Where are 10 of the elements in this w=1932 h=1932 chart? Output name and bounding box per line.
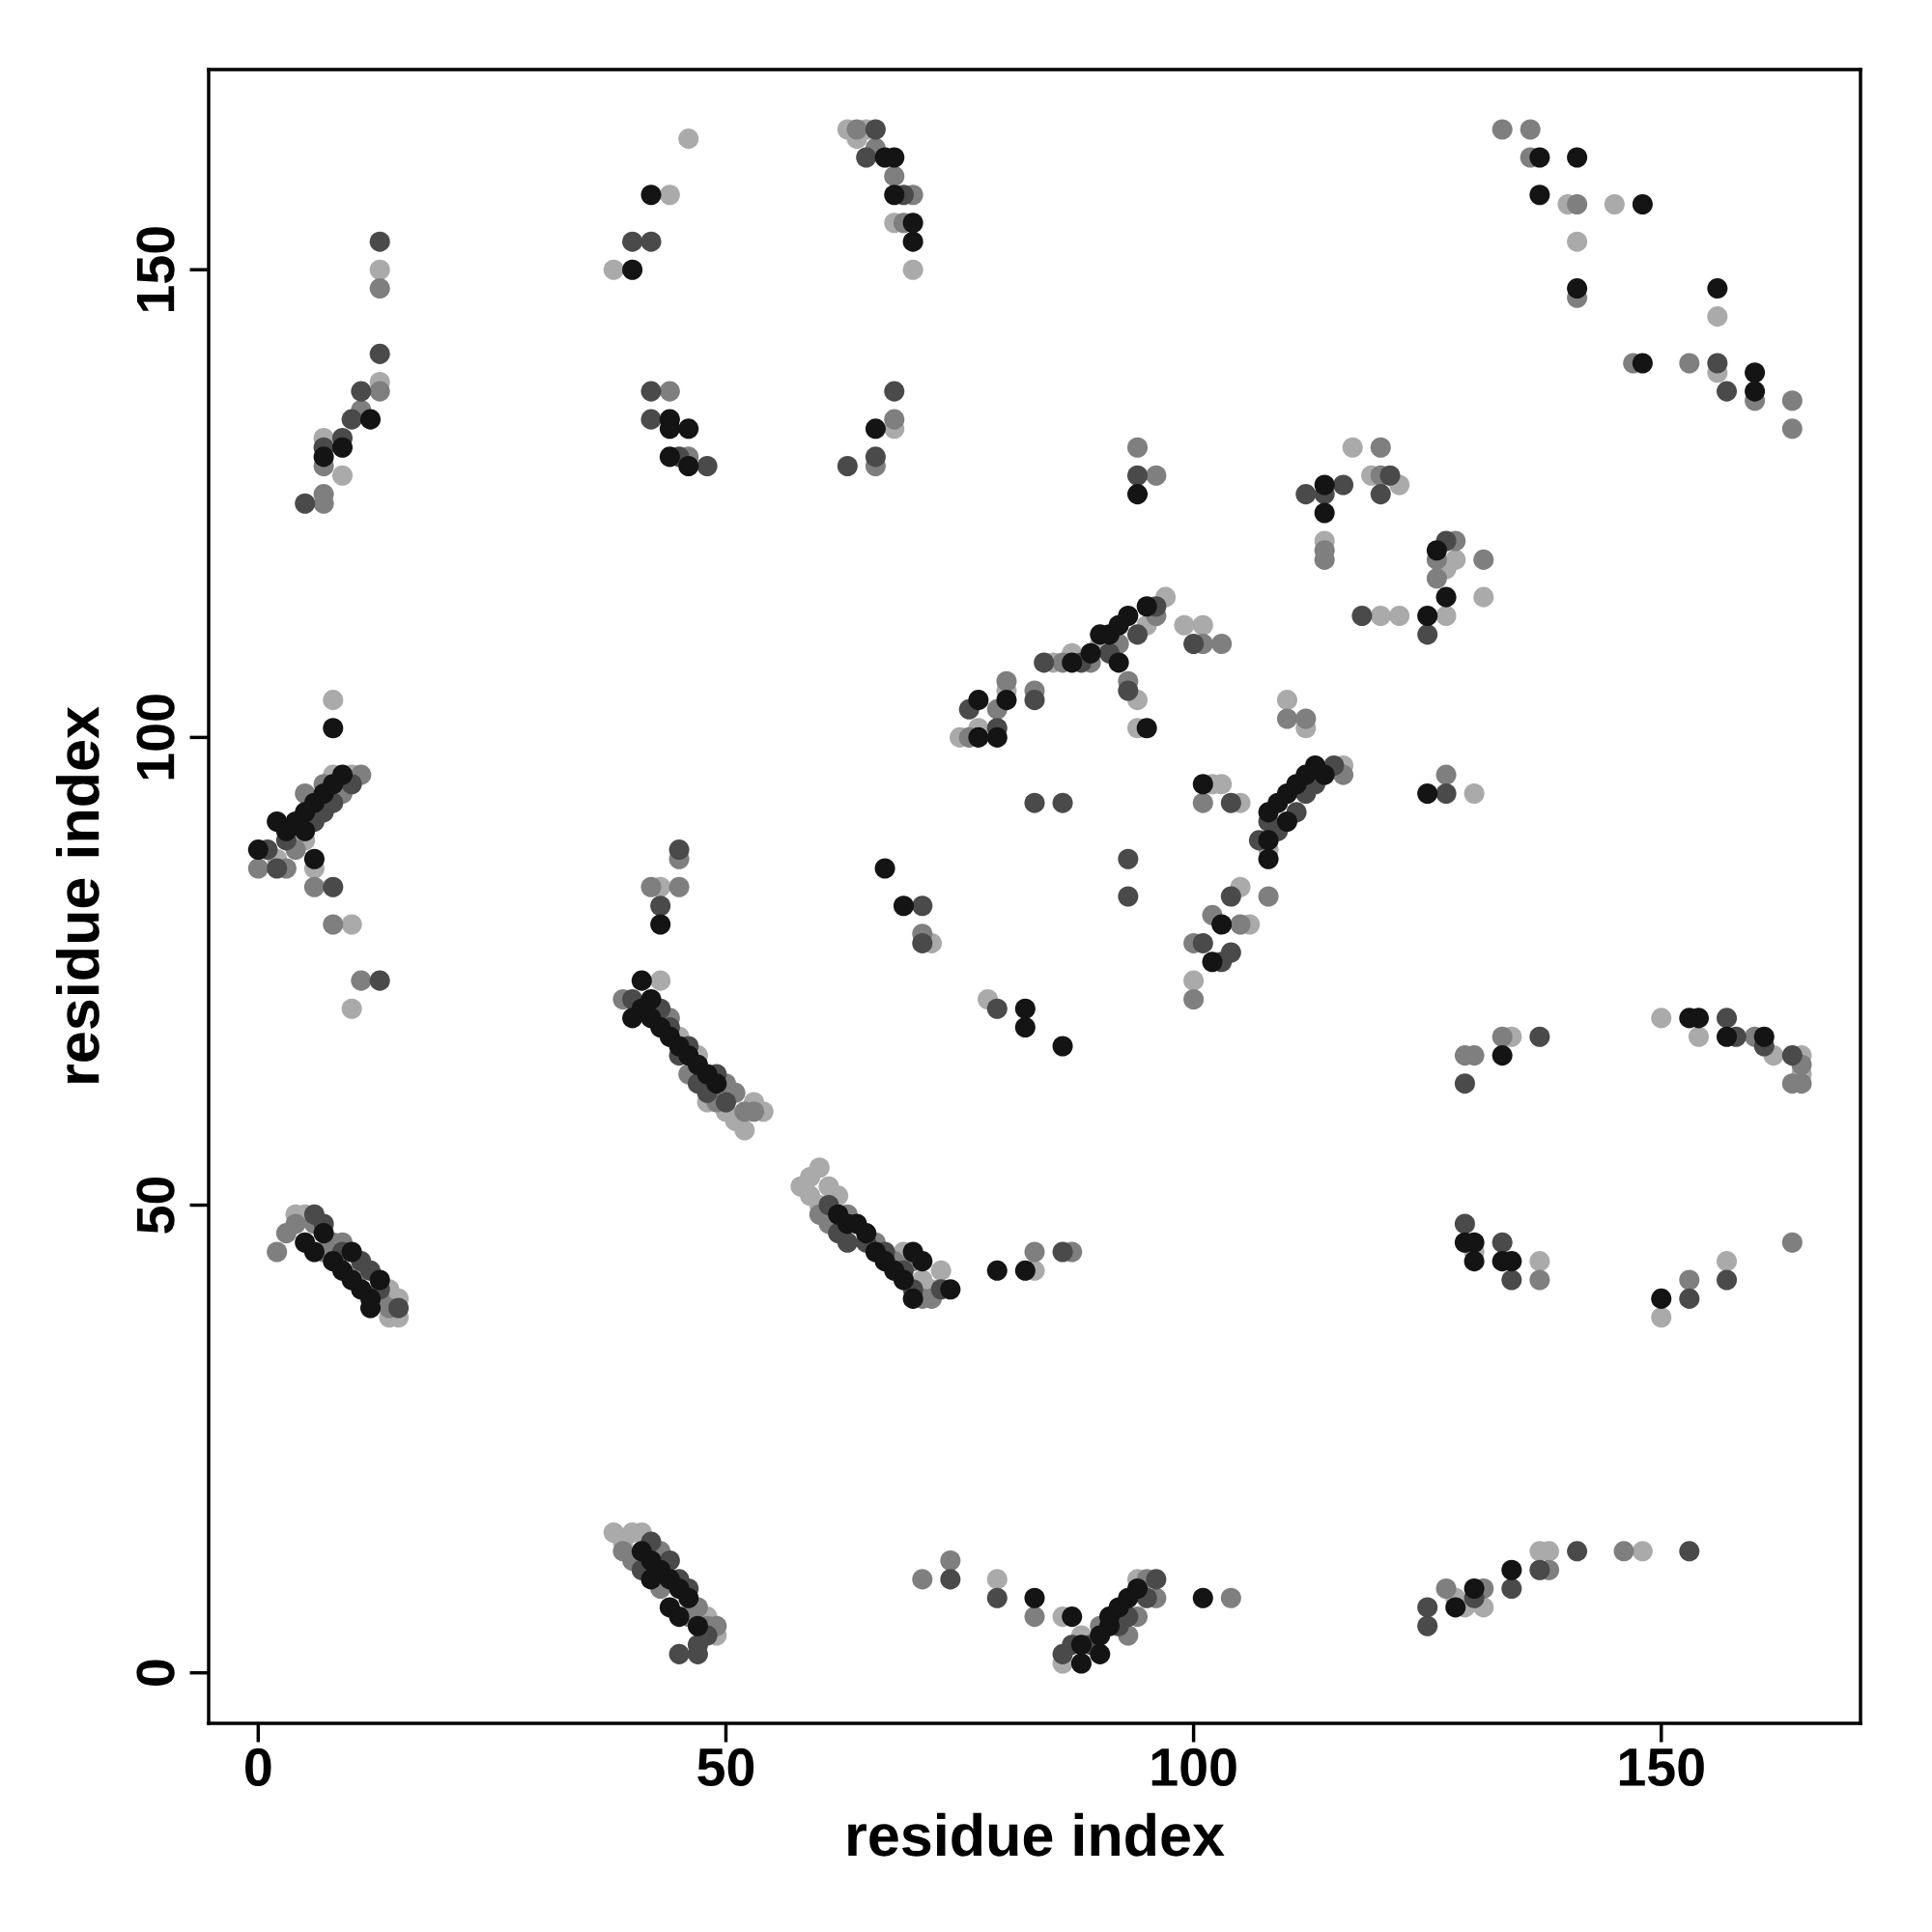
- y-axis-title: residue index: [55, 706, 99, 1083]
- y-tick-label: 50: [136, 1177, 175, 1234]
- x-tick-label: 150: [1619, 1747, 1704, 1787]
- x-tick-label: 100: [1151, 1747, 1236, 1787]
- x-axis-title: residue index: [848, 1812, 1225, 1857]
- y-tick-label: 100: [136, 695, 175, 780]
- x-tick-label: 50: [697, 1747, 754, 1787]
- y-tick-label: 0: [136, 1660, 175, 1686]
- x-tick-label: 0: [245, 1747, 271, 1787]
- y-tick-label: 150: [136, 227, 175, 312]
